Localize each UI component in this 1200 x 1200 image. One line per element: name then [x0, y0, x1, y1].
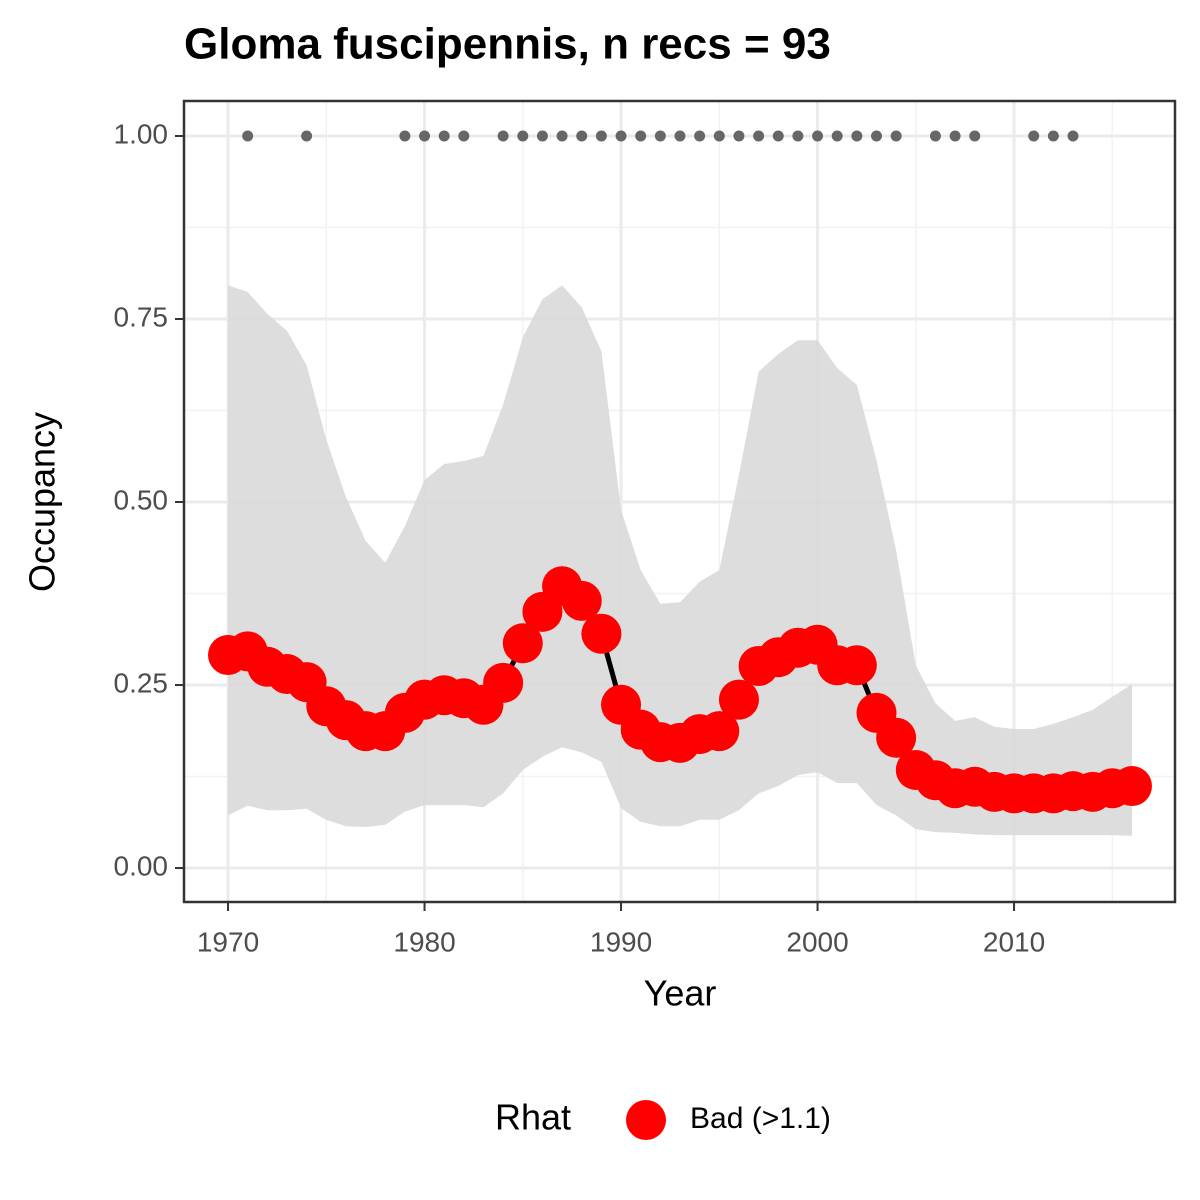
- legend-title: Rhat: [495, 1097, 571, 1138]
- record-point: [615, 130, 627, 142]
- record-point: [871, 130, 883, 142]
- x-tick-label: 1970: [197, 926, 259, 957]
- y-tick-label: 1.00: [114, 118, 169, 149]
- record-point: [399, 130, 411, 142]
- y-tick-label: 0.50: [114, 484, 169, 515]
- record-point: [772, 130, 784, 142]
- record-point: [949, 130, 961, 142]
- x-axis-title: Year: [644, 973, 717, 1014]
- record-point: [458, 130, 470, 142]
- record-point: [635, 130, 647, 142]
- record-point: [1067, 130, 1079, 142]
- y-tick-label: 0.75: [114, 301, 169, 332]
- record-point: [438, 130, 450, 142]
- record-point: [576, 130, 588, 142]
- record-point: [242, 130, 254, 142]
- point: [581, 613, 622, 654]
- record-point: [517, 130, 529, 142]
- record-point: [419, 130, 431, 142]
- record-point: [694, 130, 706, 142]
- legend-marker: [626, 1100, 666, 1140]
- legend-label: Bad (>1.1): [690, 1102, 831, 1135]
- y-tick-label: 0.25: [114, 667, 169, 698]
- y-tick-label: 0.00: [114, 850, 169, 881]
- point: [876, 717, 917, 758]
- record-point: [792, 130, 804, 142]
- point: [502, 623, 543, 664]
- record-point: [595, 130, 607, 142]
- record-point: [831, 130, 843, 142]
- point: [836, 645, 877, 686]
- record-point: [1047, 130, 1059, 142]
- record-point: [969, 130, 981, 142]
- x-tick-label: 2010: [983, 926, 1045, 957]
- chart-title: Gloma fuscipennis, n recs = 93: [184, 20, 831, 69]
- y-axis-title: Occupancy: [22, 412, 63, 592]
- record-point: [753, 130, 765, 142]
- record-point: [890, 130, 902, 142]
- point: [483, 662, 524, 703]
- x-tick-label: 1980: [393, 926, 455, 957]
- record-point: [654, 130, 666, 142]
- record-point: [536, 130, 548, 142]
- record-point: [1028, 130, 1040, 142]
- record-point: [674, 130, 686, 142]
- record-point: [497, 130, 509, 142]
- record-point: [713, 130, 725, 142]
- x-tick-label: 1990: [590, 926, 652, 957]
- point: [561, 580, 602, 621]
- point: [699, 711, 740, 752]
- point: [718, 679, 759, 720]
- record-point: [301, 130, 313, 142]
- plot-border: [182, 99, 1177, 904]
- record-point: [556, 130, 568, 142]
- record-point: [812, 130, 824, 142]
- record-point: [929, 130, 941, 142]
- record-point: [733, 130, 745, 142]
- record-point: [851, 130, 863, 142]
- point: [1111, 766, 1152, 807]
- x-tick-label: 2000: [786, 926, 848, 957]
